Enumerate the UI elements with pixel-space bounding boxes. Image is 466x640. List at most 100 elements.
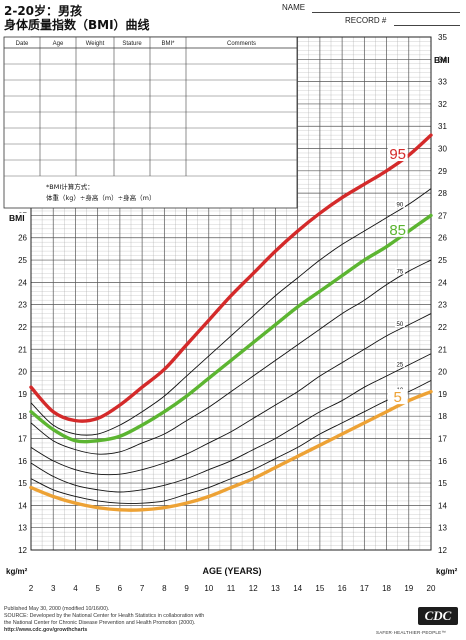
y-tick-right: 14 [438, 501, 447, 510]
y-tick-left: 19 [18, 390, 27, 399]
percentile-curve-95 [29, 133, 433, 423]
x-tick: 11 [227, 584, 236, 593]
y-tick-right: 27 [438, 211, 447, 220]
y-tick-right: 34 [438, 55, 447, 64]
y-axis-title-left-bg [4, 213, 28, 224]
y-tick-right: 32 [438, 100, 447, 109]
y-tick-right: 29 [438, 167, 447, 176]
footer-url[interactable]: http://www.cdc.gov/growthcharts [4, 627, 88, 633]
y-tick-left: 23 [18, 301, 27, 310]
percentile-label-bg-25 [394, 360, 405, 368]
y-tick-left: 24 [18, 278, 27, 287]
y-tick-left: 21 [18, 345, 27, 354]
y-tick-right: 24 [438, 278, 447, 287]
percentile-curve-75 [30, 259, 432, 455]
percentile-label-bg-75 [394, 267, 405, 275]
record-table-header-5: Comments [227, 41, 256, 47]
bmi-note-line1: *BMI计算方式： [46, 182, 94, 191]
percentile-curve-90 [30, 188, 432, 436]
y-tick-right: 20 [438, 368, 447, 377]
y-tick-right: 23 [438, 301, 447, 310]
y-tick-right: 22 [438, 323, 447, 332]
y-tick-right: 15 [438, 479, 447, 488]
y-tick-right: 31 [438, 122, 447, 131]
y-tick-right: 13 [438, 524, 447, 533]
percentile-label-50: 50 [397, 322, 404, 328]
page-title: 2-20岁：男孩 [4, 4, 83, 18]
record-table-header-1: Age [53, 41, 64, 47]
x-tick: 2 [29, 584, 34, 593]
y-tick-right: 18 [438, 412, 447, 421]
footer-source: Published May 30, 2000 (modified 10/16/0… [4, 606, 334, 634]
x-tick: 9 [184, 584, 189, 593]
unit-label-left: kg/m² [6, 567, 28, 576]
x-tick: 8 [162, 584, 167, 593]
record-table-header-4: BMI* [161, 41, 175, 47]
y-axis-right: 12 13 14 15 16 17 18 19 20 21 22 23 24 25 26 27 28 29 30 31… [438, 33, 447, 555]
percentile-curve-85 [29, 213, 433, 444]
y-tick-right: 19 [438, 390, 447, 399]
percentile-label-90: 90 [397, 203, 404, 209]
x-tick: 14 [293, 584, 302, 593]
percentile-label-bg-85 [387, 221, 408, 237]
name-label: NAME [282, 3, 306, 12]
x-tick: 5 [95, 584, 100, 593]
x-tick: 12 [249, 584, 258, 593]
y-tick-right: 12 [438, 546, 447, 555]
page-subtitle: 身体质量指数（BMI）曲线 [4, 18, 150, 32]
record-label: RECORD # [345, 16, 387, 25]
y-tick-left: 20 [18, 368, 27, 377]
y-tick-right: 16 [438, 457, 447, 466]
record-table-header-0: Date [16, 41, 29, 47]
y-tick-left: 12 [18, 546, 27, 555]
y-tick-right: 33 [438, 78, 447, 87]
x-tick: 7 [140, 584, 145, 593]
percentile-label-75: 75 [397, 270, 404, 276]
unit-label-right: kg/m² [436, 567, 458, 576]
percentile-label-85: 85 [389, 222, 406, 239]
y-tick-left: 13 [18, 524, 27, 533]
x-tick: 16 [338, 584, 347, 593]
x-axis-title: AGE (YEARS) [202, 566, 261, 576]
y-tick-left: 14 [18, 501, 27, 510]
y-tick-right: 21 [438, 345, 447, 354]
x-tick: 13 [271, 584, 280, 593]
percentile-curve-10 [30, 380, 432, 504]
record-table-header-3: Stature [122, 41, 142, 47]
percentile-label-95: 95 [389, 146, 406, 163]
record-table-mask [4, 37, 297, 208]
percentile-labels: 959085755025105 [387, 146, 408, 406]
record-table-header-2: Weight [86, 41, 105, 47]
y-tick-right: 17 [438, 434, 447, 443]
percentile-label-bg-5 [387, 389, 408, 405]
cdc-tagline: SAFER·HEALTHIER·PEOPLE™ [376, 630, 447, 635]
percentile-curves [29, 133, 433, 512]
y-tick-left: 16 [18, 457, 27, 466]
x-tick: 18 [382, 584, 391, 593]
y-tick-left: 25 [18, 256, 27, 265]
y-tick-right: 26 [438, 234, 447, 243]
y-tick-left: 22 [18, 323, 27, 332]
percentile-label-bg-90 [394, 200, 405, 208]
y-axis-title-left: BMI [9, 213, 25, 223]
y-tick-left: 18 [18, 412, 27, 421]
record-table: Date Age Weight Stature BMI* Comments [3, 36, 298, 209]
percentile-curve-50 [30, 313, 432, 476]
percentile-label-bg-95 [387, 146, 408, 162]
x-tick: 19 [404, 584, 413, 593]
x-axis: 2 3 4 5 6 7 8 9 10 11 12 13 14 15 16 17 18 19 20 [29, 584, 436, 593]
name-field[interactable] [312, 12, 460, 13]
footer-published: Published May 30, 2000 (modified 10/16/0… [4, 606, 110, 612]
y-tick-left: 17 [18, 434, 27, 443]
y-axis-title-right: BMI [434, 55, 450, 65]
bmi-formula-note: *BMI计算方式： 体重（kg）÷身高（m）÷身高（m） [46, 182, 155, 202]
x-tick: 10 [204, 584, 213, 593]
record-field[interactable] [394, 25, 460, 26]
percentile-curve-25 [30, 353, 432, 493]
cdc-logo: CDC [418, 607, 458, 625]
x-tick: 4 [73, 584, 78, 593]
x-tick: 6 [118, 584, 123, 593]
x-tick: 17 [360, 584, 369, 593]
